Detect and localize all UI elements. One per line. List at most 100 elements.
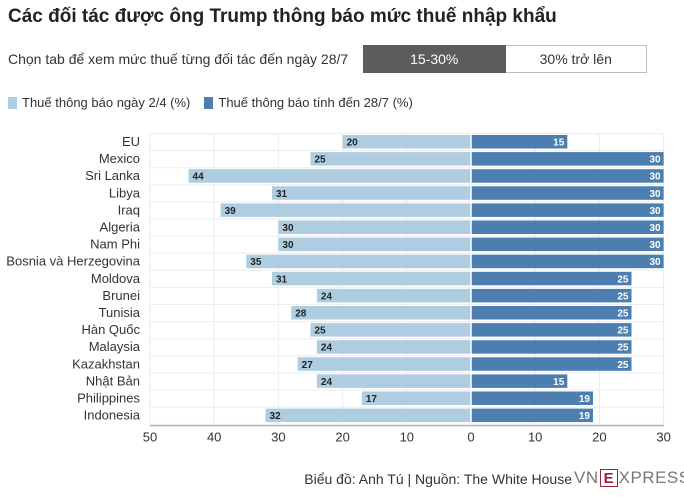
category-label: Libya [109,185,141,200]
x-tick-label: 10 [528,430,542,445]
bar-july [471,254,664,269]
logo-box: E [599,469,618,487]
data-label-july: 30 [649,172,661,183]
data-label-july: 15 [553,138,565,149]
chart-subtitle: Chọn tab để xem mức thuế từng đối tác đế… [8,51,349,67]
bar-july [471,374,568,388]
x-tick-label: 20 [592,430,606,445]
x-tick-label: 40 [207,430,221,445]
logo-text-left: VN [574,468,599,487]
category-label: Algeria [100,220,141,235]
data-label-april: 24 [321,291,333,302]
category-label: Philippines [77,391,140,406]
page-title: Các đối tác được ông Trump thông báo mức… [8,6,557,27]
data-label-april: 20 [347,138,359,149]
bar-april [342,135,471,149]
data-label-april: 44 [193,172,205,183]
bar-july [471,169,664,183]
bar-april [316,288,471,303]
bar-july [471,288,632,303]
chart-legend: Thuế thông báo ngày 2/4 (%) Thuế thông b… [8,95,413,110]
data-label-april: 25 [315,155,327,166]
bar-july [471,135,568,149]
category-label: Hàn Quốc [81,322,140,337]
data-label-july: 19 [579,411,591,422]
category-label: Nhật Bản [86,373,140,388]
bar-april [310,152,471,166]
data-label-april: 28 [295,309,307,320]
tab-15-30[interactable]: 15-30% [363,45,506,73]
category-label: Malaysia [89,339,141,354]
category-label: Kazakhstan [72,356,140,371]
bar-april [297,357,471,371]
legend-label-april: Thuế thông báo ngày 2/4 (%) [22,95,191,110]
data-label-july: 25 [617,291,629,302]
legend-swatch-july [204,96,214,109]
x-tick-label: 30 [656,430,670,445]
category-label: Indonesia [84,408,141,423]
bar-april [278,220,471,234]
data-label-april: 39 [225,206,237,217]
bar-april [316,340,471,354]
bar-april [310,323,471,337]
bar-april [271,271,471,286]
data-label-july: 25 [617,274,629,285]
bar-april [316,374,471,388]
category-label: Nam Phi [90,237,140,252]
bar-april [291,306,471,320]
bar-july [471,340,632,354]
category-label: Sri Lanka [85,168,141,183]
data-label-april: 32 [270,411,282,422]
tab-bar: 15-30% 30% trở lên [363,45,647,73]
data-label-april: 31 [276,274,288,285]
logo-text-right: XPRESS [618,468,684,487]
bar-july [471,203,664,217]
data-label-april: 24 [321,343,333,354]
data-label-july: 30 [649,155,661,166]
category-label: Iraq [118,202,140,217]
data-label-july: 25 [617,360,629,371]
data-label-april: 25 [315,326,327,337]
data-label-april: 35 [250,257,262,268]
bar-july [471,391,593,405]
bar-july [471,306,632,320]
x-tick-label: 0 [467,430,474,445]
source-credit: Biểu đồ: Anh Tú | Nguồn: The White House [304,471,572,487]
legend-label-july: Thuế thông báo tính đến 28/7 (%) [218,95,413,110]
bar-april [361,391,471,405]
x-tick-label: 50 [143,430,157,445]
tab-30-plus[interactable]: 30% trở lên [505,45,647,73]
data-label-july: 15 [553,377,565,388]
category-label: Brunei [102,288,140,303]
data-label-april: 27 [302,360,314,371]
bar-april [220,203,471,217]
bar-april [246,254,471,269]
data-label-july: 30 [649,223,661,234]
data-label-july: 30 [649,206,661,217]
bar-july [471,323,632,337]
bar-april [271,186,471,200]
x-tick-label: 10 [400,430,414,445]
data-label-july: 30 [649,257,661,268]
legend-item-july: Thuế thông báo tính đến 28/7 (%) [204,95,413,110]
bar-july [471,220,664,234]
category-label: Moldova [91,271,141,286]
bar-july [471,152,664,166]
data-label-april: 30 [282,223,294,234]
bar-july [471,186,664,200]
bar-july [471,357,632,371]
data-label-july: 25 [617,343,629,354]
data-label-april: 24 [321,377,333,388]
data-label-july: 25 [617,309,629,320]
x-tick-label: 20 [335,430,349,445]
bar-july [471,408,593,423]
bar-april [265,408,471,423]
data-label-april: 30 [282,240,294,251]
data-label-april: 17 [366,394,378,405]
category-label: Mexico [99,151,140,166]
bar-april [188,169,471,183]
data-label-july: 30 [649,240,661,251]
data-label-july: 25 [617,326,629,337]
category-label: Tunisia [99,305,141,320]
